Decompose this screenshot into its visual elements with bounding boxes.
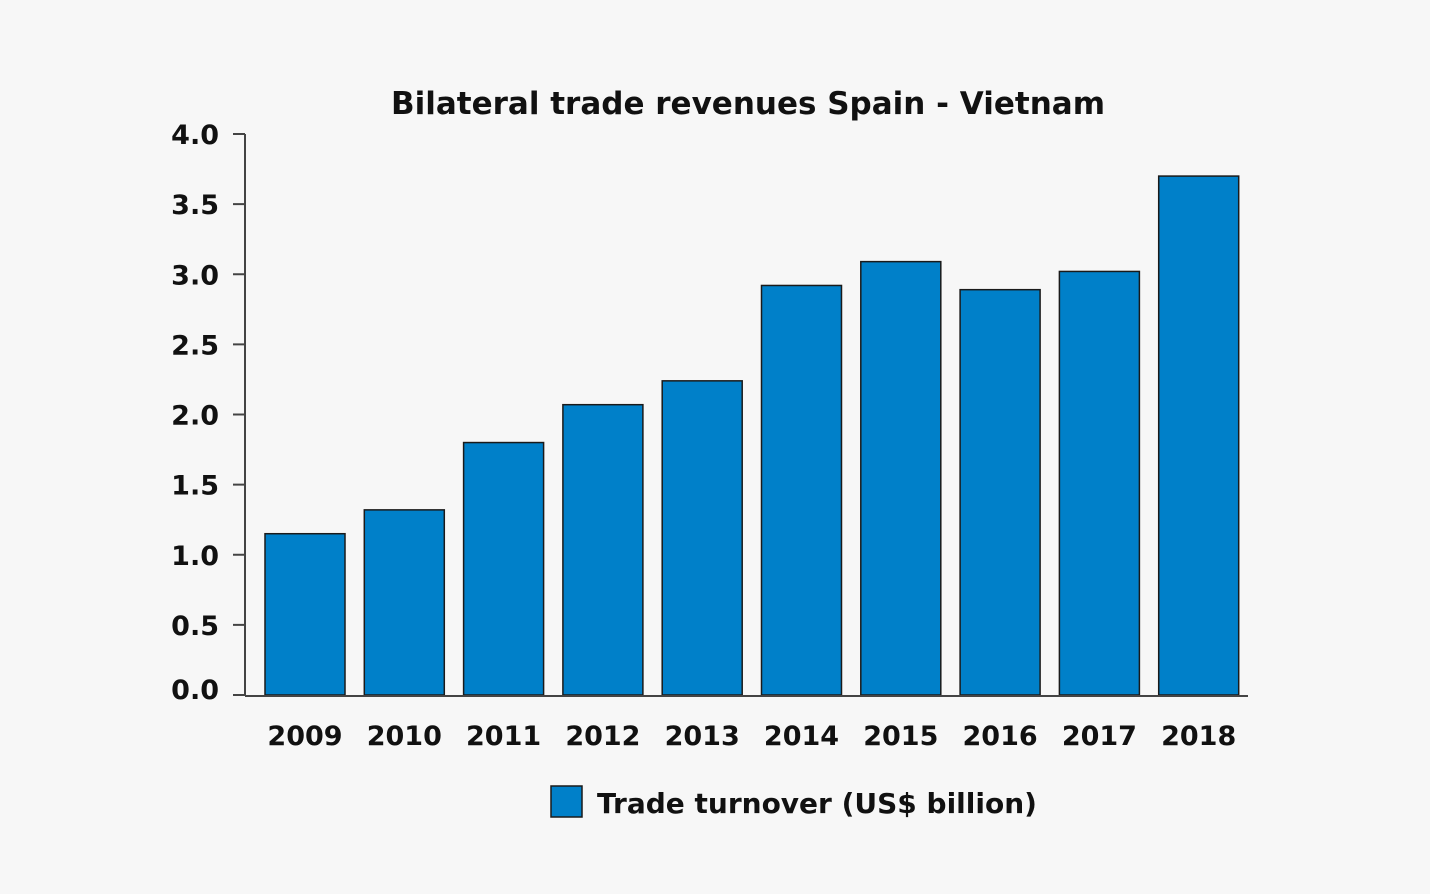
x-tick-label: 2014 (764, 721, 839, 752)
y-tick-label: 2.5 (171, 330, 219, 361)
legend: Trade turnover (US$ billion) (550, 785, 1037, 820)
bar-2012 (562, 403, 644, 696)
x-tick-label: 2009 (267, 721, 342, 752)
x-tick-label: 2015 (863, 721, 938, 752)
chart-title: Bilateral trade revenues Spain - Vietnam (391, 86, 1105, 122)
y-tick-label: 3.0 (171, 260, 219, 291)
x-tick-label: 2016 (963, 721, 1038, 752)
bar-2015 (860, 260, 942, 696)
bar-2018 (1157, 175, 1240, 696)
y-tick-label: 0.5 (171, 611, 219, 642)
y-tick-label: 1.0 (171, 541, 219, 572)
x-axis: 2009 2010 2011 2012 2013 2014 2015 2016 2017 2018 (245, 695, 1248, 752)
x-tick-label: 2012 (565, 721, 640, 752)
x-tick-label: 2013 (665, 721, 740, 752)
x-tick-label: 2018 (1161, 721, 1236, 752)
bar-2017 (1058, 270, 1141, 696)
bar-2009 (264, 532, 346, 696)
y-tick-label: 2.0 (171, 401, 219, 432)
y-tick-label: 1.5 (171, 471, 219, 502)
bar-2014 (760, 284, 843, 696)
legend-label: Trade turnover (US$ billion) (597, 787, 1037, 820)
bars (264, 175, 1240, 696)
x-tick-label: 2011 (466, 721, 541, 752)
y-tick-label: 3.5 (171, 190, 219, 221)
bar-2011 (462, 441, 545, 696)
bar-2010 (363, 509, 446, 696)
x-tick-label: 2017 (1062, 721, 1137, 752)
y-axis: 0.0 0.5 1.0 1.5 2.0 2.5 3.0 3.5 4.0 (171, 120, 246, 706)
y-tick-label: 0.0 (171, 675, 219, 706)
y-tick-label: 4.0 (171, 120, 219, 151)
x-tick-label: 2010 (367, 721, 442, 752)
bar-2013 (661, 380, 743, 696)
bar-2016 (959, 288, 1041, 696)
legend-swatch (550, 785, 583, 818)
